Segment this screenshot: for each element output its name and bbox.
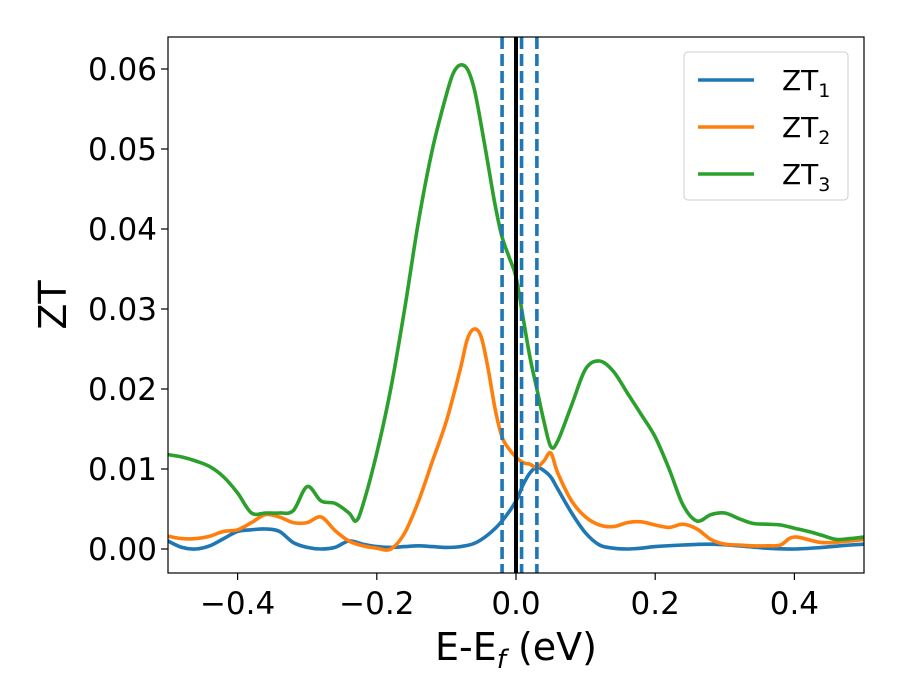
series-line-zt3 (168, 62, 864, 542)
y-axis-label: ZT (31, 280, 75, 330)
y-tick-label: 0.04 (88, 212, 157, 248)
legend-items: ZT1 ZT2 ZT3 (698, 64, 830, 196)
y-tick-label: 0.06 (88, 52, 157, 88)
vertical-lines (500, 37, 539, 573)
y-tick-label: 0.00 (88, 532, 157, 568)
x-tick-label: 0.4 (770, 586, 819, 622)
y-tick-label: 0.01 (88, 452, 157, 488)
series-line-zt1 (168, 465, 864, 551)
x-axis-ticks: −0.4 −0.2 0.0 0.2 0.4 (200, 573, 819, 622)
series-layer (168, 62, 864, 552)
x-tick-label: 0.0 (491, 586, 540, 622)
y-tick-label: 0.02 (88, 372, 157, 408)
y-tick-label: 0.03 (88, 292, 157, 328)
x-tick-label: −0.4 (200, 586, 275, 622)
x-tick-label: −0.2 (339, 586, 414, 622)
y-tick-label: 0.05 (88, 132, 157, 168)
x-tick-label: 0.2 (631, 586, 680, 622)
series-line-zt2 (168, 327, 864, 552)
legend-label-zt2: ZT2 (782, 111, 830, 149)
legend-label-zt3: ZT3 (782, 158, 830, 196)
legend: ZT1 ZT2 ZT3 (683, 51, 849, 201)
x-axis-label: E-Ef (eV) (435, 625, 597, 675)
legend-box (683, 51, 849, 201)
y-axis-ticks: 0.00 0.01 0.02 0.03 0.04 0.05 0.06 (88, 52, 168, 568)
legend-label-zt1: ZT1 (782, 64, 830, 102)
